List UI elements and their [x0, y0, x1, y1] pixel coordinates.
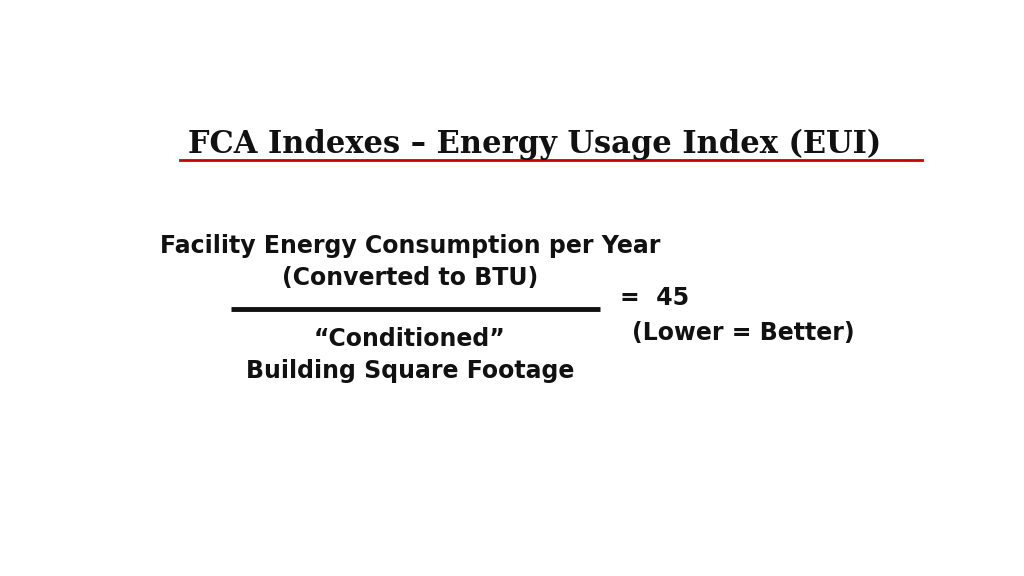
- Text: “Conditioned”
Building Square Footage: “Conditioned” Building Square Footage: [246, 327, 573, 383]
- Text: FCA Indexes – Energy Usage Index (EUI): FCA Indexes – Energy Usage Index (EUI): [187, 129, 881, 160]
- Text: =  45: = 45: [620, 286, 689, 309]
- Text: Facility Energy Consumption per Year
(Converted to BTU): Facility Energy Consumption per Year (Co…: [160, 234, 659, 290]
- Text: (Lower = Better): (Lower = Better): [632, 321, 855, 345]
